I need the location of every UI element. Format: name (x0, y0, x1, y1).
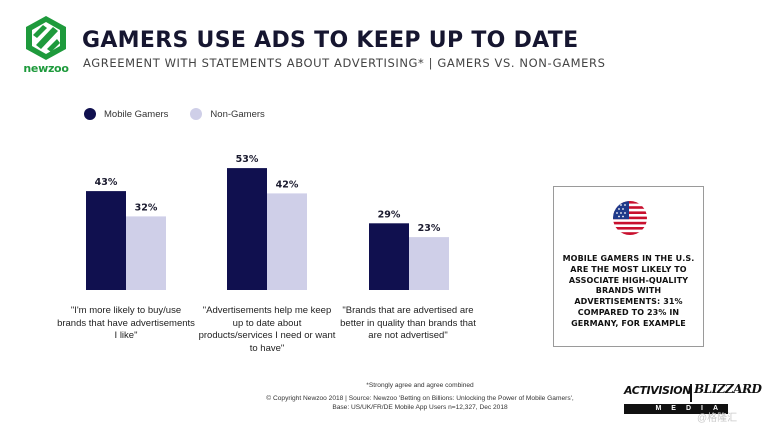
activision-blizzard-media-logo: ACTIVISION BLIZZARD MEDIA (624, 382, 762, 416)
bar-mobile-gamers-1 (86, 191, 126, 290)
category-caption-3: "Brands that are advertised are better i… (340, 305, 476, 341)
bar-mobile-gamers-2 (227, 168, 267, 290)
legend-label-mobile-gamers: Mobile Gamers (104, 108, 169, 120)
activision-wordmark: ACTIVISION (624, 384, 692, 397)
footnote-agree: *Strongly agree and agree combined (366, 382, 474, 389)
logo-divider (690, 384, 692, 402)
bar-non-gamers-1 (126, 216, 166, 290)
footnote-copyright: © Copyright Newzoo 2018 | Source: Newzoo… (266, 395, 574, 402)
callout-text: MOBILE GAMERS IN THE U.S. ARE THE MOST L… (562, 254, 695, 328)
legend-swatch-non-gamers (190, 108, 203, 120)
bar-label-non-gamers-3: 23% (418, 223, 441, 234)
blizzard-wordmark: BLIZZARD (694, 382, 762, 396)
bar-label-non-gamers-2: 42% (276, 179, 299, 190)
page-title: GAMERS USE ADS TO KEEP UP TO DATE (82, 28, 579, 53)
newzoo-wordmark: newzoo (23, 62, 69, 75)
legend-item-non-gamers: Non-Gamers (190, 108, 265, 120)
bar-label-mobile-gamers-3: 29% (378, 209, 401, 220)
newzoo-hexagon-icon (26, 16, 66, 60)
callout-box: MOBILE GAMERS IN THE U.S. ARE THE MOST L… (553, 186, 704, 347)
legend-label-non-gamers: Non-Gamers (210, 108, 265, 120)
watermark: @格隆汇 (697, 413, 738, 424)
category-caption-1: "I'm more likely to buy/use brands that … (57, 305, 195, 341)
category-caption-2: "Advertisements help me keep up to date … (198, 305, 336, 354)
bar-non-gamers-2 (267, 193, 307, 290)
bar-label-non-gamers-1: 32% (135, 202, 158, 213)
newzoo-logo: newzoo (22, 14, 70, 78)
bar-label-mobile-gamers-1: 43% (95, 177, 118, 188)
media-wordmark: MEDIA (624, 404, 728, 414)
legend-swatch-mobile-gamers (84, 108, 96, 120)
legend-item-mobile-gamers: Mobile Gamers (84, 108, 168, 120)
bar-label-mobile-gamers-2: 53% (236, 154, 259, 165)
us-flag-icon (613, 201, 647, 235)
bar-mobile-gamers-3 (369, 223, 409, 290)
page-subtitle: AGREEMENT WITH STATEMENTS ABOUT ADVERTIS… (83, 56, 606, 70)
footnote-base: Base: US/UK/FR/DE Mobile App Users n=12,… (332, 404, 508, 411)
bar-non-gamers-3 (409, 237, 449, 290)
chart-legend: Mobile Gamers Non-Gamers (84, 108, 287, 120)
